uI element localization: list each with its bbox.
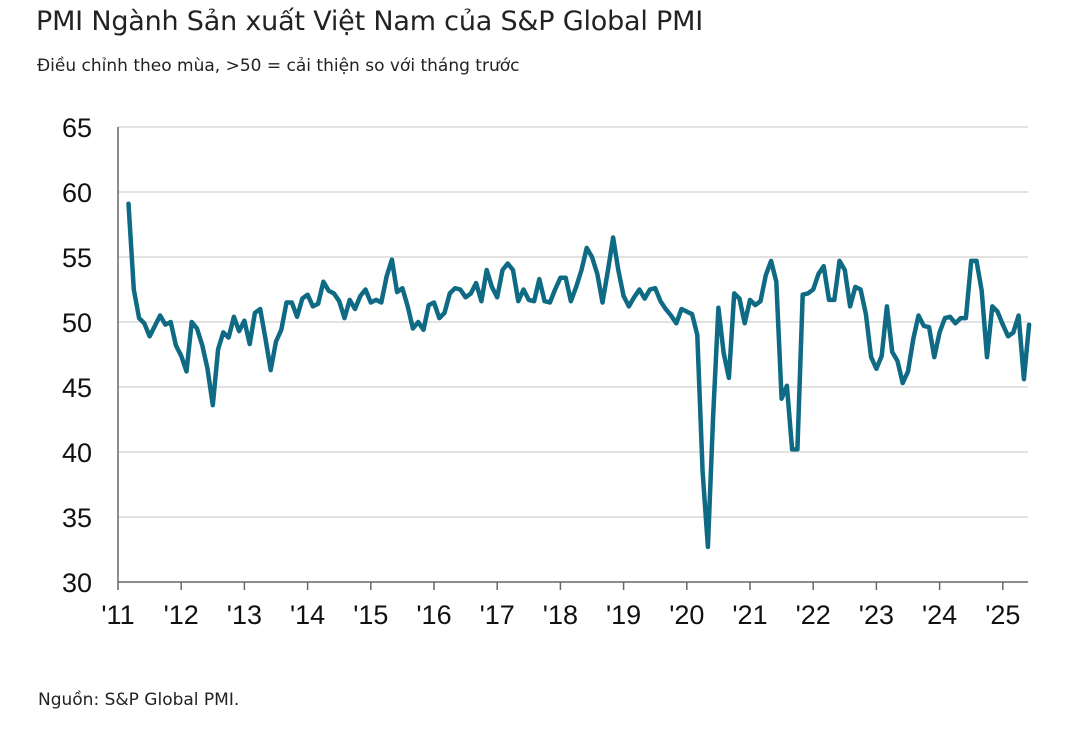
y-tick-label-35: 35 — [62, 503, 92, 533]
x-tick-label-13: '24 — [922, 600, 957, 630]
x-tick-label-6: '17 — [480, 600, 515, 630]
x-tick-label-1: '12 — [164, 600, 199, 630]
x-tick-label-5: '16 — [416, 600, 451, 630]
x-tick-labels: '11 '12 '13 '14 '15 '16 '17 '18 '19 '20 '21 '22 '23 '… — [101, 600, 1020, 630]
series-line-0 — [126, 201, 1032, 550]
gridlines — [118, 126, 1028, 518]
chart-title: PMI Ngành Sản xuất Việt Nam của S&P Glob… — [36, 6, 703, 37]
x-tick-label-0: '11 — [101, 600, 134, 630]
y-tick-label-30: 30 — [62, 568, 92, 598]
x-tick-label-7: '18 — [543, 600, 578, 630]
x-tick-label-9: '20 — [669, 600, 704, 630]
axes — [117, 127, 1028, 590]
y-tick-label-45: 45 — [62, 373, 92, 403]
y-tick-label-65: 65 — [62, 113, 92, 143]
x-tick-label-2: '13 — [227, 600, 262, 630]
x-tick-label-11: '22 — [796, 600, 831, 630]
y-tick-labels: 30 35 40 45 50 55 60 65 — [62, 113, 92, 598]
y-tick-label-40: 40 — [62, 438, 92, 468]
x-tick-label-3: '14 — [290, 600, 325, 630]
x-tick-label-12: '23 — [859, 600, 894, 630]
x-tick-label-10: '21 — [732, 600, 767, 630]
y-tick-label-55: 55 — [62, 243, 92, 273]
source-note: Nguồn: S&P Global PMI. — [38, 690, 240, 710]
x-tick-label-14: '25 — [985, 600, 1020, 630]
y-tick-label-50: 50 — [62, 308, 92, 338]
y-tick-label-60: 60 — [62, 178, 92, 208]
x-tick-label-8: '19 — [606, 600, 641, 630]
x-tick-label-4: '15 — [353, 600, 388, 630]
chart-subtitle: Điều chỉnh theo mùa, >50 = cải thiện so … — [37, 56, 520, 76]
series-group — [126, 201, 1032, 550]
